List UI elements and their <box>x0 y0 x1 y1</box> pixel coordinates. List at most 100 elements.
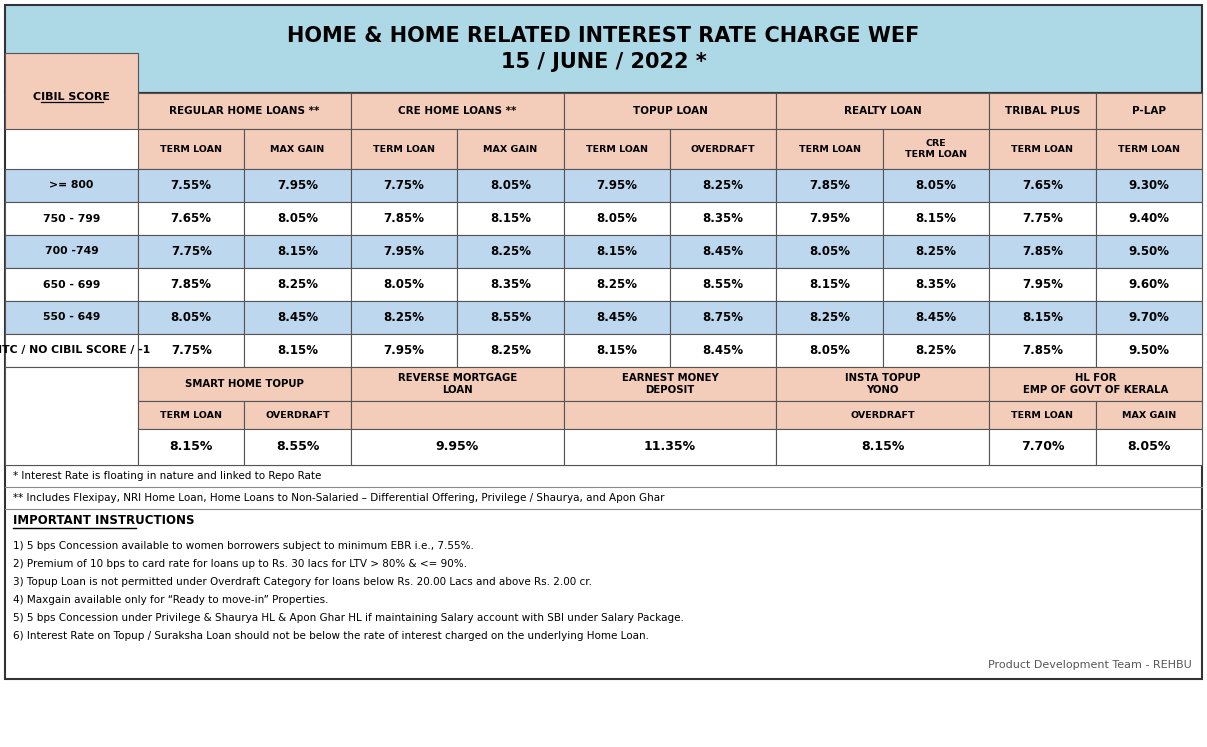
FancyBboxPatch shape <box>990 129 1096 169</box>
Text: 7.65%: 7.65% <box>170 212 211 225</box>
FancyBboxPatch shape <box>990 401 1096 429</box>
Text: 8.15%: 8.15% <box>490 212 531 225</box>
FancyBboxPatch shape <box>351 367 564 401</box>
Text: 7.95%: 7.95% <box>384 245 425 258</box>
Text: 8.05%: 8.05% <box>809 344 850 357</box>
Text: * Interest Rate is floating in nature and linked to Repo Rate: * Interest Rate is floating in nature an… <box>13 471 321 481</box>
Text: 650 - 699: 650 - 699 <box>42 279 100 290</box>
FancyBboxPatch shape <box>564 235 670 268</box>
FancyBboxPatch shape <box>1096 401 1202 429</box>
Text: 7.95%: 7.95% <box>596 179 637 192</box>
FancyBboxPatch shape <box>670 202 776 235</box>
FancyBboxPatch shape <box>138 169 244 202</box>
FancyBboxPatch shape <box>882 169 990 202</box>
Text: 8.25%: 8.25% <box>915 344 956 357</box>
Text: 8.45%: 8.45% <box>596 311 637 324</box>
Text: 8.05%: 8.05% <box>384 278 425 291</box>
Text: 15 / JUNE / 2022 *: 15 / JUNE / 2022 * <box>501 52 706 72</box>
Text: 8.55%: 8.55% <box>490 311 531 324</box>
FancyBboxPatch shape <box>5 334 138 367</box>
Text: Product Development Team - REHBU: Product Development Team - REHBU <box>989 660 1193 670</box>
FancyBboxPatch shape <box>990 169 1096 202</box>
Text: P-LAP: P-LAP <box>1132 106 1166 116</box>
FancyBboxPatch shape <box>776 169 882 202</box>
Text: 7.65%: 7.65% <box>1022 179 1063 192</box>
Text: 8.35%: 8.35% <box>490 278 531 291</box>
Text: TERM LOAN: TERM LOAN <box>799 144 861 153</box>
FancyBboxPatch shape <box>1096 129 1202 169</box>
Text: TERM LOAN: TERM LOAN <box>1011 144 1073 153</box>
FancyBboxPatch shape <box>1096 93 1202 129</box>
FancyBboxPatch shape <box>351 401 564 429</box>
FancyBboxPatch shape <box>564 202 670 235</box>
FancyBboxPatch shape <box>351 334 457 367</box>
FancyBboxPatch shape <box>244 301 351 334</box>
FancyBboxPatch shape <box>776 367 990 401</box>
FancyBboxPatch shape <box>244 169 351 202</box>
Text: 8.75%: 8.75% <box>702 311 744 324</box>
Text: 8.45%: 8.45% <box>702 245 744 258</box>
FancyBboxPatch shape <box>990 202 1096 235</box>
FancyBboxPatch shape <box>244 268 351 301</box>
Text: 7.70%: 7.70% <box>1021 441 1065 453</box>
Text: 8.15%: 8.15% <box>1022 311 1063 324</box>
Text: 7.75%: 7.75% <box>1022 212 1063 225</box>
Text: 8.25%: 8.25% <box>915 245 956 258</box>
FancyBboxPatch shape <box>5 235 138 268</box>
FancyBboxPatch shape <box>670 334 776 367</box>
Text: OVERDRAFT: OVERDRAFT <box>851 411 915 420</box>
Text: 8.15%: 8.15% <box>915 212 956 225</box>
FancyBboxPatch shape <box>882 268 990 301</box>
Text: 8.55%: 8.55% <box>702 278 744 291</box>
Text: 6) Interest Rate on Topup / Suraksha Loan should not be below the rate of intere: 6) Interest Rate on Topup / Suraksha Loa… <box>13 631 649 641</box>
FancyBboxPatch shape <box>564 367 776 401</box>
Text: 7.85%: 7.85% <box>384 212 425 225</box>
Text: 7.75%: 7.75% <box>170 245 211 258</box>
FancyBboxPatch shape <box>670 129 776 169</box>
Text: IMPORTANT INSTRUCTIONS: IMPORTANT INSTRUCTIONS <box>13 515 194 527</box>
Text: 1) 5 bps Concession available to women borrowers subject to minimum EBR i.e., 7.: 1) 5 bps Concession available to women b… <box>13 541 474 551</box>
Text: NTC / NO CIBIL SCORE / -1: NTC / NO CIBIL SCORE / -1 <box>0 346 150 356</box>
Text: 8.15%: 8.15% <box>861 441 904 453</box>
FancyBboxPatch shape <box>1096 268 1202 301</box>
FancyBboxPatch shape <box>457 268 564 301</box>
FancyBboxPatch shape <box>990 367 1202 401</box>
FancyBboxPatch shape <box>244 235 351 268</box>
Text: CRE
TERM LOAN: CRE TERM LOAN <box>905 139 967 158</box>
Text: 550 - 649: 550 - 649 <box>42 312 100 323</box>
Text: 5) 5 bps Concession under Privilege & Shaurya HL & Apon Ghar HL if maintaining S: 5) 5 bps Concession under Privilege & Sh… <box>13 613 684 623</box>
FancyBboxPatch shape <box>564 169 670 202</box>
Text: 3) Topup Loan is not permitted under Overdraft Category for loans below Rs. 20.0: 3) Topup Loan is not permitted under Ove… <box>13 577 591 587</box>
Text: 8.15%: 8.15% <box>169 441 212 453</box>
Text: MAX GAIN: MAX GAIN <box>1121 411 1176 420</box>
FancyBboxPatch shape <box>5 465 1202 679</box>
FancyBboxPatch shape <box>990 301 1096 334</box>
Text: REVERSE MORTGAGE
LOAN: REVERSE MORTGAGE LOAN <box>397 374 517 395</box>
FancyBboxPatch shape <box>244 401 351 429</box>
Text: 8.25%: 8.25% <box>809 311 850 324</box>
FancyBboxPatch shape <box>5 5 1202 93</box>
FancyBboxPatch shape <box>457 129 564 169</box>
FancyBboxPatch shape <box>564 129 670 169</box>
FancyBboxPatch shape <box>138 235 244 268</box>
Text: 8.25%: 8.25% <box>596 278 637 291</box>
Text: 11.35%: 11.35% <box>645 441 696 453</box>
FancyBboxPatch shape <box>776 129 882 169</box>
FancyBboxPatch shape <box>990 93 1096 129</box>
FancyBboxPatch shape <box>776 268 882 301</box>
FancyBboxPatch shape <box>564 401 776 429</box>
Text: 8.45%: 8.45% <box>915 311 957 324</box>
FancyBboxPatch shape <box>138 401 244 429</box>
FancyBboxPatch shape <box>138 367 351 401</box>
Text: 8.05%: 8.05% <box>278 212 319 225</box>
Text: ** Includes Flexipay, NRI Home Loan, Home Loans to Non-Salaried – Differential O: ** Includes Flexipay, NRI Home Loan, Hom… <box>13 493 665 503</box>
Text: 8.05%: 8.05% <box>809 245 850 258</box>
FancyBboxPatch shape <box>457 334 564 367</box>
FancyBboxPatch shape <box>882 129 990 169</box>
Text: 7.85%: 7.85% <box>809 179 850 192</box>
FancyBboxPatch shape <box>138 334 244 367</box>
Text: 9.50%: 9.50% <box>1129 344 1170 357</box>
Text: 8.05%: 8.05% <box>915 179 956 192</box>
Text: 9.30%: 9.30% <box>1129 179 1170 192</box>
FancyBboxPatch shape <box>138 268 244 301</box>
